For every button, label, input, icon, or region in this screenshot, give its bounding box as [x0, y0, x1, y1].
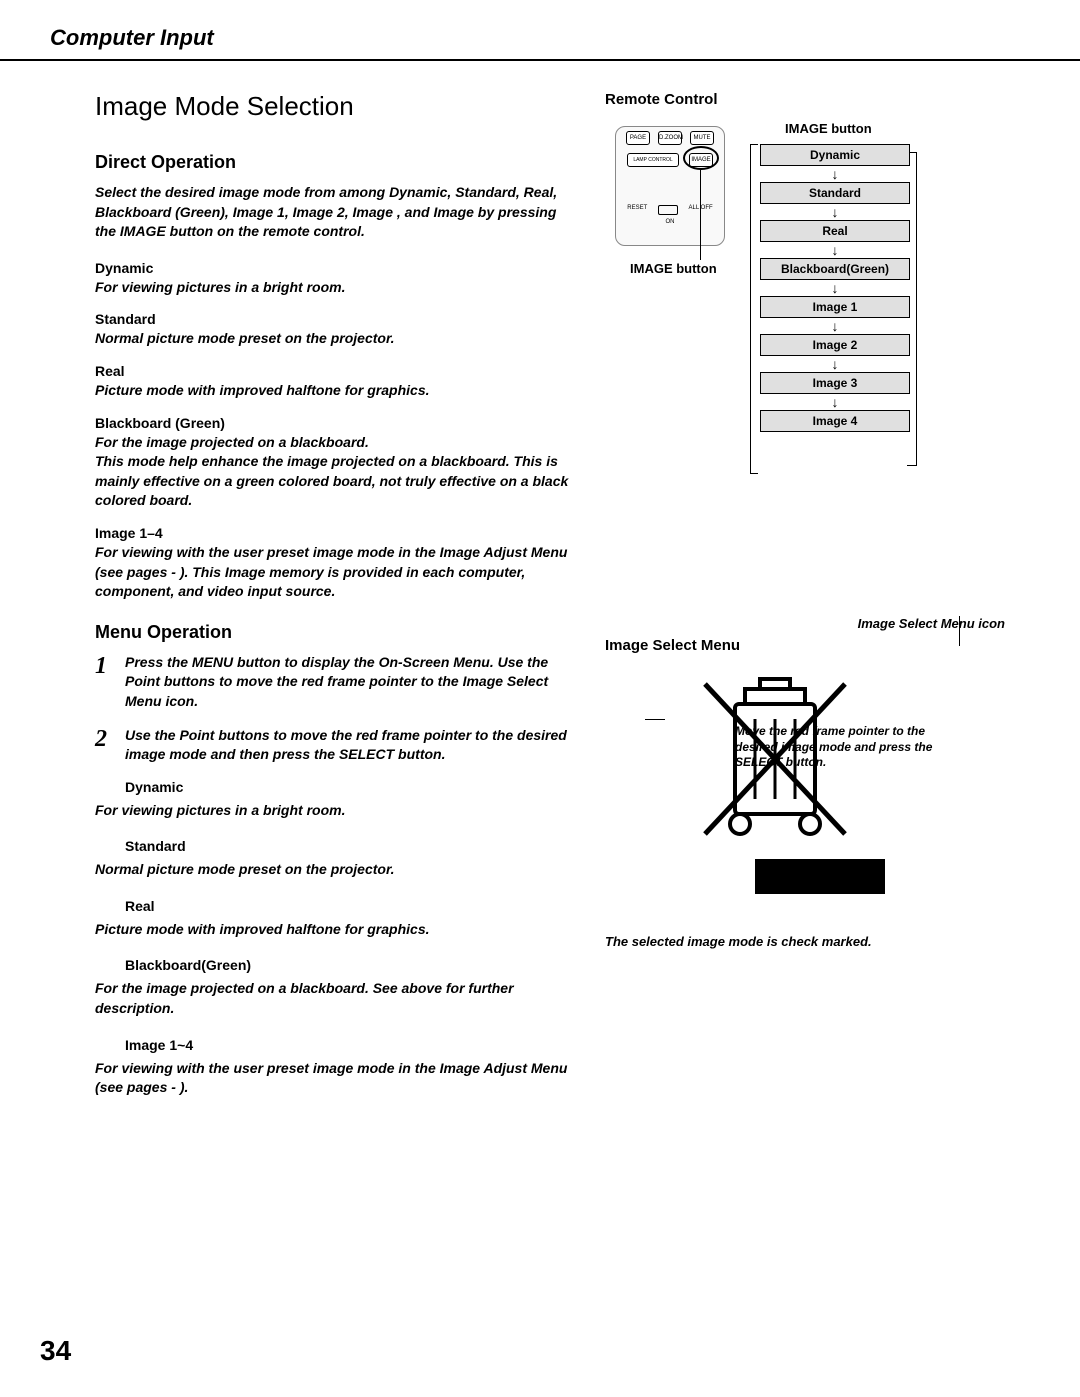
image-select-heading: Image Select Menu: [605, 637, 1005, 654]
menu-mode-desc: For the image projected on a blackboard.…: [95, 979, 575, 1018]
vline-icon: [959, 616, 960, 646]
menu-heading: Menu Operation: [95, 622, 575, 643]
remote-on-label: ON: [616, 219, 724, 225]
arrow-down-icon: ↓: [760, 321, 910, 331]
menu-mode-block: Image 1~4: [125, 1037, 575, 1053]
flow-box: Image 1: [760, 296, 910, 318]
menu-mode-desc: For viewing with the user preset image m…: [95, 1059, 575, 1098]
flow-bracket-icon: [750, 144, 758, 474]
remote-reset-label: RESET: [627, 205, 647, 215]
hline-icon: [645, 719, 665, 720]
menu-icon-label: Image Select Menu icon: [605, 616, 1005, 631]
remote-heading: Remote Control: [605, 91, 1005, 108]
menu-mode-title: Image 1~4: [125, 1037, 575, 1053]
direct-intro: Select the desired image mode from among…: [95, 183, 575, 242]
remote-diagram: IMAGE button PAGE D.ZOOM MUTE LAMP CONTR…: [605, 116, 1005, 496]
menu-mode-block: Standard: [125, 838, 575, 854]
section-title: Image Mode Selection: [95, 91, 575, 122]
left-column: Image Mode Selection Direct Operation Se…: [95, 91, 575, 1116]
mode-title: Blackboard (Green): [95, 415, 575, 431]
mode-desc: For viewing with the user preset image m…: [95, 543, 575, 602]
flow-box: Dynamic: [760, 144, 910, 166]
menu-diagram: Move the red frame pointer to the desire…: [665, 664, 1005, 924]
flow-box: Real: [760, 220, 910, 242]
menu-mode-desc: For viewing pictures in a bright room.: [95, 801, 575, 821]
check-note: The selected image mode is check marked.: [605, 934, 1005, 949]
flow-box: Image 3: [760, 372, 910, 394]
image-button-label-bottom: IMAGE button: [630, 261, 717, 276]
mode-desc: For viewing pictures in a bright room.: [95, 278, 575, 298]
mode-title: Real: [95, 363, 575, 379]
mode-block: Real Picture mode with improved halftone…: [95, 363, 575, 401]
mode-block: Dynamic For viewing pictures in a bright…: [95, 260, 575, 298]
step-text: Press the MENU button to display the On-…: [125, 653, 575, 712]
menu-mode-title: Standard: [125, 838, 575, 854]
flow-box: Blackboard(Green): [760, 258, 910, 280]
right-column: Remote Control IMAGE button PAGE D.ZOOM …: [605, 91, 1005, 1116]
mode-desc: Normal picture mode preset on the projec…: [95, 329, 575, 349]
flow-box: Image 4: [760, 410, 910, 432]
step: 2 Use the Point buttons to move the red …: [95, 726, 575, 765]
menu-mode-desc: Picture mode with improved halftone for …: [95, 920, 575, 940]
step-number: 2: [95, 726, 113, 765]
mode-block: Standard Normal picture mode preset on t…: [95, 311, 575, 349]
step-number: 1: [95, 653, 113, 712]
remote-dzoom-btn: D.ZOOM: [658, 131, 682, 145]
flow-column: Dynamic ↓ Standard ↓ Real ↓ Blackboard(G…: [760, 144, 910, 435]
arrow-down-icon: ↓: [760, 245, 910, 255]
arrow-down-icon: ↓: [760, 283, 910, 293]
menu-mode-block: Blackboard(Green): [125, 957, 575, 973]
menu-mode-block: Real: [125, 898, 575, 914]
flow-box: Image 2: [760, 334, 910, 356]
arrow-down-icon: ↓: [760, 169, 910, 179]
step: 1 Press the MENU button to display the O…: [95, 653, 575, 712]
mode-desc: For the image projected on a blackboard.…: [95, 433, 575, 511]
black-bar-icon: [755, 859, 885, 894]
mode-block: Blackboard (Green) For the image project…: [95, 415, 575, 511]
arrow-down-icon: ↓: [760, 359, 910, 369]
remote-page-btn: PAGE: [626, 131, 650, 145]
mode-title: Dynamic: [95, 260, 575, 276]
remote-mute-btn: MUTE: [690, 131, 714, 145]
menu-note: Move the red frame pointer to the desire…: [735, 724, 935, 771]
remote-control-icon: PAGE D.ZOOM MUTE LAMP CONTROL IMAGE RESE…: [615, 126, 725, 246]
page-header: Computer Input: [0, 0, 1080, 61]
mode-desc: Picture mode with improved halftone for …: [95, 381, 575, 401]
remote-lamp-btn: LAMP CONTROL: [627, 153, 679, 167]
image-button-circle-icon: [683, 146, 719, 170]
menu-mode-title: Blackboard(Green): [125, 957, 575, 973]
header-title: Computer Input: [50, 25, 1080, 51]
menu-mode-desc: Normal picture mode preset on the projec…: [95, 860, 575, 880]
arrow-down-icon: ↓: [760, 397, 910, 407]
image-button-label-top: IMAGE button: [785, 121, 872, 136]
mode-block: Image 1–4 For viewing with the user pres…: [95, 525, 575, 602]
menu-mode-title: Dynamic: [125, 779, 575, 795]
mode-title: Image 1–4: [95, 525, 575, 541]
direct-heading: Direct Operation: [95, 152, 575, 173]
mode-title: Standard: [95, 311, 575, 327]
page-number: 34: [40, 1335, 71, 1367]
flow-box: Standard: [760, 182, 910, 204]
steps-list: 1 Press the MENU button to display the O…: [95, 653, 575, 765]
image-select-section: Image Select Menu icon Image Select Menu: [605, 616, 1005, 949]
pointer-line-icon: [700, 170, 701, 260]
page-content: Image Mode Selection Direct Operation Se…: [0, 61, 1080, 1116]
menu-mode-block: Dynamic: [125, 779, 575, 795]
arrow-down-icon: ↓: [760, 207, 910, 217]
step-text: Use the Point buttons to move the red fr…: [125, 726, 575, 765]
menu-mode-title: Real: [125, 898, 575, 914]
remote-switch-icon: [658, 205, 678, 215]
